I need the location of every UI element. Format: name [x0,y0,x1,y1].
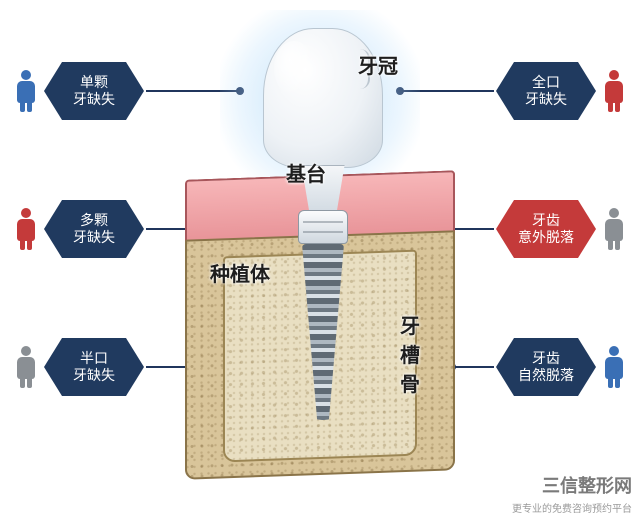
implant-post [298,210,348,420]
category-badge: 全口 牙缺失 [496,62,596,120]
implant-screw [302,244,344,420]
leader-line [146,366,190,368]
part-label: 种植体 [210,258,270,287]
person-icon [602,70,626,112]
watermark-subtitle: 更专业的免费咨询预约平台 [512,500,632,515]
implant-collar [298,210,348,244]
category-label: 多颗 牙缺失 [73,212,115,247]
leader-line [452,366,494,368]
badge-row: 全口 牙缺失 [496,62,626,120]
category-label: 单颗 牙缺失 [73,74,115,109]
watermark: 三信整形网 更专业的免费咨询预约平台 [512,472,632,515]
person-icon [14,208,38,250]
badge-row: 半口 牙缺失 [14,338,144,396]
badge-row: 多颗 牙缺失 [14,200,144,258]
category-badge: 半口 牙缺失 [44,338,144,396]
person-icon [14,70,38,112]
category-badge: 多颗 牙缺失 [44,200,144,258]
crown [263,28,383,168]
category-label: 全口 牙缺失 [525,74,567,109]
category-label: 牙齿 自然脱落 [518,350,574,385]
diagram-canvas: 单颗 牙缺失多颗 牙缺失半口 牙缺失 全口 牙缺失牙齿 意外脱落牙齿 自然脱落 … [0,0,640,519]
person-icon [602,346,626,388]
person-icon [602,208,626,250]
category-label: 半口 牙缺失 [73,350,115,385]
category-badge: 单颗 牙缺失 [44,62,144,120]
category-badge: 牙齿 自然脱落 [496,338,596,396]
implant-illustration [185,10,455,500]
watermark-title: 三信整形网 [512,472,632,498]
badge-row: 牙齿 自然脱落 [496,338,626,396]
badge-row: 牙齿 意外脱落 [496,200,626,258]
category-label: 牙齿 意外脱落 [518,212,574,247]
person-icon [14,346,38,388]
part-label: 基台 [286,158,326,187]
part-label: 牙冠 [358,50,398,79]
category-badge: 牙齿 意外脱落 [496,200,596,258]
badge-row: 单颗 牙缺失 [14,62,144,120]
part-label: 牙 槽 骨 [400,310,420,397]
